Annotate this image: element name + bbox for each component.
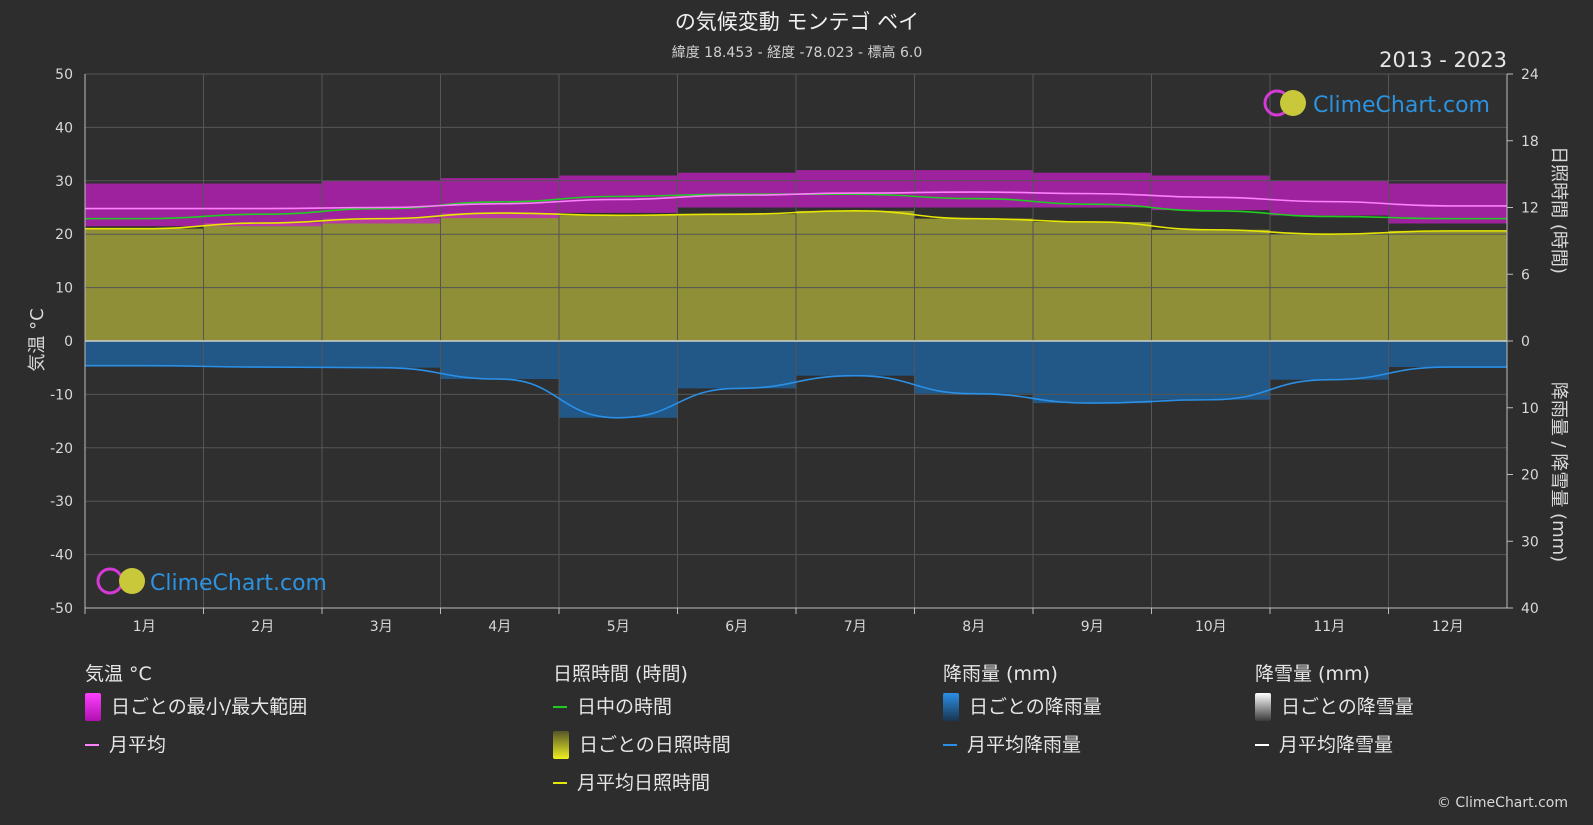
left-tick-label: -40 [50, 548, 73, 564]
x-tick-label: 9月 [1081, 619, 1104, 635]
legend-item-daylight: 日中の時間 [553, 688, 731, 726]
left-tick-label: 10 [55, 281, 73, 297]
rain-bar [440, 341, 559, 380]
left-tick-label: 20 [55, 227, 73, 243]
year-range: 2013 - 2023 [1379, 48, 1507, 72]
legend-label-snow-mean: 月平均降雪量 [1279, 734, 1394, 756]
left-tick-label: -10 [50, 387, 73, 403]
swatch-rain [943, 693, 959, 721]
legend-sunshine: 日照時間 (時間) 日中の時間 日ごとの日照時間 月平均日照時間 [553, 660, 731, 802]
legend-item-sunshine-mean: 月平均日照時間 [553, 764, 731, 802]
watermark-bottom: ClimeChart.com [96, 567, 327, 596]
right-bottom-axis-label: 降雨量 / 降雪量 (mm) [1548, 382, 1569, 562]
x-tick-label: 1月 [133, 619, 156, 635]
legend-heading-temperature: 気温 °C [85, 663, 152, 685]
climate-chart: の気候変動 モンテゴ ベイ 緯度 18.453 - 経度 -78.023 - 標… [27, 10, 1569, 635]
rain-bar [203, 341, 322, 368]
right-top-tick-label: 6 [1521, 267, 1530, 283]
left-tick-label: 0 [64, 334, 73, 350]
rain-bar [322, 341, 441, 368]
copyright: © ClimeChart.com [1436, 795, 1568, 811]
legend-temperature: 気温 °C 日ごとの最小/最大範囲 月平均 [85, 660, 307, 764]
right-top-tick-label: 0 [1521, 334, 1530, 350]
left-tick-label: 30 [55, 174, 73, 190]
logo-sun-icon [1280, 90, 1306, 116]
rain-bar [559, 341, 678, 418]
legend-heading-sunshine: 日照時間 (時間) [553, 663, 688, 685]
x-tick-label: 5月 [607, 619, 630, 635]
legend-heading-rain: 降雨量 (mm) [943, 663, 1058, 685]
legend-label-snow: 日ごとの降雪量 [1281, 696, 1414, 718]
legend-label-daylight: 日中の時間 [577, 696, 673, 718]
chart-subtitle: 緯度 18.453 - 経度 -78.023 - 標高 6.0 [672, 44, 923, 61]
left-tick-label: -50 [50, 601, 73, 617]
swatch-sunshine-mean [553, 782, 567, 784]
axes: 50 40 30 20 10 0 -10 -20 -30 -40 -50 24 18 12 6 0 10 20 30… [50, 67, 1539, 635]
watermark-text-bottom: ClimeChart.com [150, 571, 327, 596]
right-top-tick-label: 12 [1521, 201, 1539, 217]
legend-label-temp-mean: 月平均 [109, 734, 167, 756]
legend-heading-snow: 降雪量 (mm) [1255, 663, 1370, 685]
right-bottom-tick-label: 30 [1521, 534, 1539, 550]
x-tick-label: 7月 [844, 619, 867, 635]
rain-bar [85, 341, 204, 366]
rain-mean-line [84, 364, 1507, 419]
legend-label-temp-range: 日ごとの最小/最大範囲 [111, 696, 308, 718]
x-tick-label: 2月 [251, 619, 274, 635]
swatch-temp-mean [85, 744, 99, 746]
rain-bar [914, 341, 1033, 394]
right-top-tick-label: 24 [1521, 67, 1539, 83]
logo-sun-icon [119, 568, 145, 594]
right-top-tick-label: 18 [1521, 134, 1539, 150]
left-tick-label: 50 [55, 67, 73, 83]
right-top-axis-label: 日照時間 (時間) [1548, 146, 1569, 274]
left-tick-label: -20 [50, 441, 73, 457]
left-tick-label: -30 [50, 494, 73, 510]
x-tick-label: 10月 [1195, 619, 1227, 635]
swatch-daylight [553, 706, 567, 708]
legend-rain: 降雨量 (mm) 日ごとの降雨量 月平均降雨量 [943, 660, 1102, 764]
rain-bar [1033, 341, 1152, 404]
left-axis-label: 気温 °C [27, 308, 48, 371]
right-bottom-tick-label: 10 [1521, 401, 1539, 417]
right-bottom-tick-label: 40 [1521, 601, 1539, 617]
left-tick-label: 40 [55, 120, 73, 136]
rain-bar [1270, 341, 1389, 380]
x-tick-label: 11月 [1313, 619, 1345, 635]
swatch-sunshine [553, 731, 569, 759]
x-tick-label: 3月 [370, 619, 393, 635]
swatch-temp-range [85, 693, 101, 721]
legend-snow: 降雪量 (mm) 日ごとの降雪量 月平均降雪量 [1255, 660, 1414, 764]
watermark-text-top: ClimeChart.com [1313, 93, 1490, 118]
legend-item-snow: 日ごとの降雪量 [1255, 688, 1414, 726]
swatch-snow [1255, 693, 1271, 721]
x-tick-label: 8月 [962, 619, 985, 635]
legend: 気温 °C 日ごとの最小/最大範囲 月平均 日照時間 (時間) 日中の時間 日ご… [0, 660, 1593, 820]
rain-bar [677, 341, 796, 389]
legend-item-snow-mean: 月平均降雪量 [1255, 726, 1414, 764]
legend-item-rain-mean: 月平均降雨量 [943, 726, 1102, 764]
legend-item-temp-range: 日ごとの最小/最大範囲 [85, 688, 307, 726]
watermark-top: ClimeChart.com [1263, 89, 1490, 118]
temperature-mean-line [85, 191, 1507, 210]
x-tick-label: 4月 [488, 619, 511, 635]
legend-label-sunshine: 日ごとの日照時間 [579, 734, 731, 756]
legend-label-rain: 日ごとの降雨量 [969, 696, 1102, 718]
swatch-snow-mean [1255, 744, 1269, 746]
x-tick-label: 6月 [725, 619, 748, 635]
x-tick-label: 12月 [1432, 619, 1464, 635]
rain-bar [1151, 341, 1270, 400]
rain-bar [1388, 341, 1507, 368]
swatch-rain-mean [943, 744, 957, 746]
legend-item-rain: 日ごとの降雨量 [943, 688, 1102, 726]
legend-item-temp-mean: 月平均 [85, 726, 307, 764]
chart-title: の気候変動 モンテゴ ベイ [675, 10, 919, 34]
right-bottom-tick-label: 20 [1521, 468, 1539, 484]
sunshine-mean-line [85, 210, 1507, 236]
rain-bar [796, 341, 915, 376]
series-lines [84, 191, 1507, 419]
legend-label-sunshine-mean: 月平均日照時間 [577, 772, 711, 794]
legend-label-rain-mean: 月平均降雨量 [967, 734, 1082, 756]
legend-item-sunshine: 日ごとの日照時間 [553, 726, 731, 764]
